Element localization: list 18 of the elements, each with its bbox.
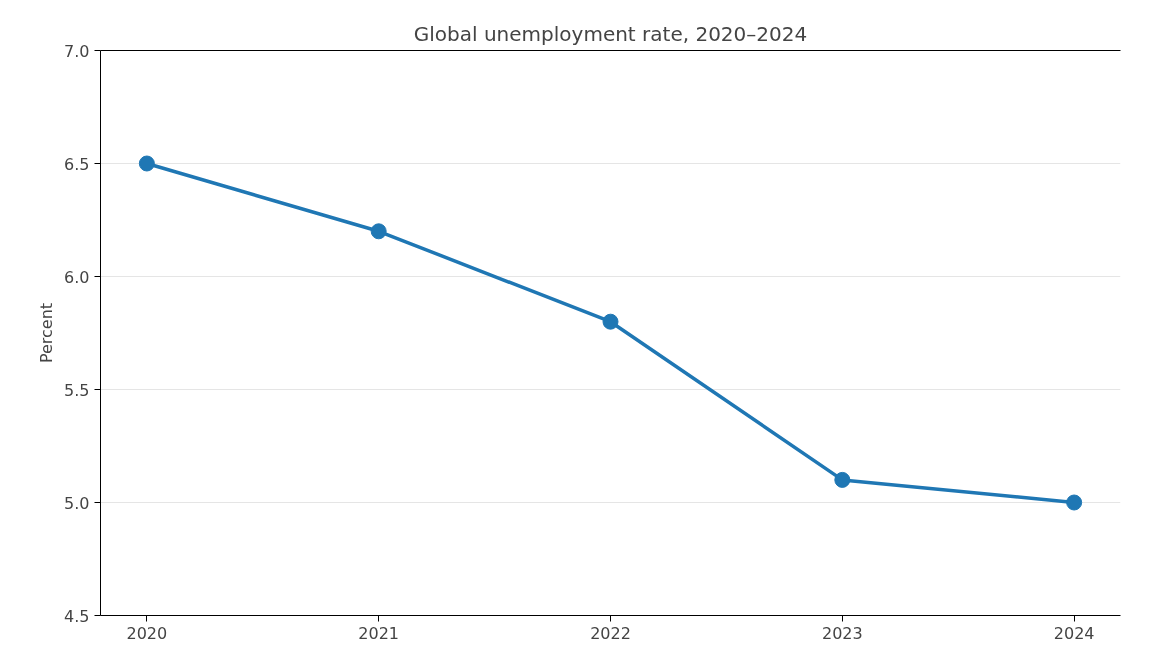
y-tick-label: 4.5 <box>64 606 90 626</box>
point <box>138 155 155 172</box>
y-tick-label: 6.5 <box>64 154 90 174</box>
x-tick-label: 2020 <box>126 623 168 643</box>
y-axis-title: Percent <box>37 302 57 364</box>
point <box>370 223 387 240</box>
chart-title: Global unemployment rate, 2020–2024 <box>413 21 808 46</box>
point <box>602 313 619 330</box>
x-tick-label: 2021 <box>358 623 400 643</box>
y-tick-label: 5.5 <box>64 380 90 400</box>
y-tick-label: 7.0 <box>64 41 90 61</box>
y-tick-label: 6.0 <box>64 267 90 287</box>
y-tick-label: 5.0 <box>64 493 90 513</box>
point <box>1066 494 1083 511</box>
point <box>834 471 851 488</box>
x-tick-label: 2022 <box>590 623 631 643</box>
x-tick-label: 2023 <box>821 623 863 643</box>
x-tick-label: 2024 <box>1053 623 1095 643</box>
